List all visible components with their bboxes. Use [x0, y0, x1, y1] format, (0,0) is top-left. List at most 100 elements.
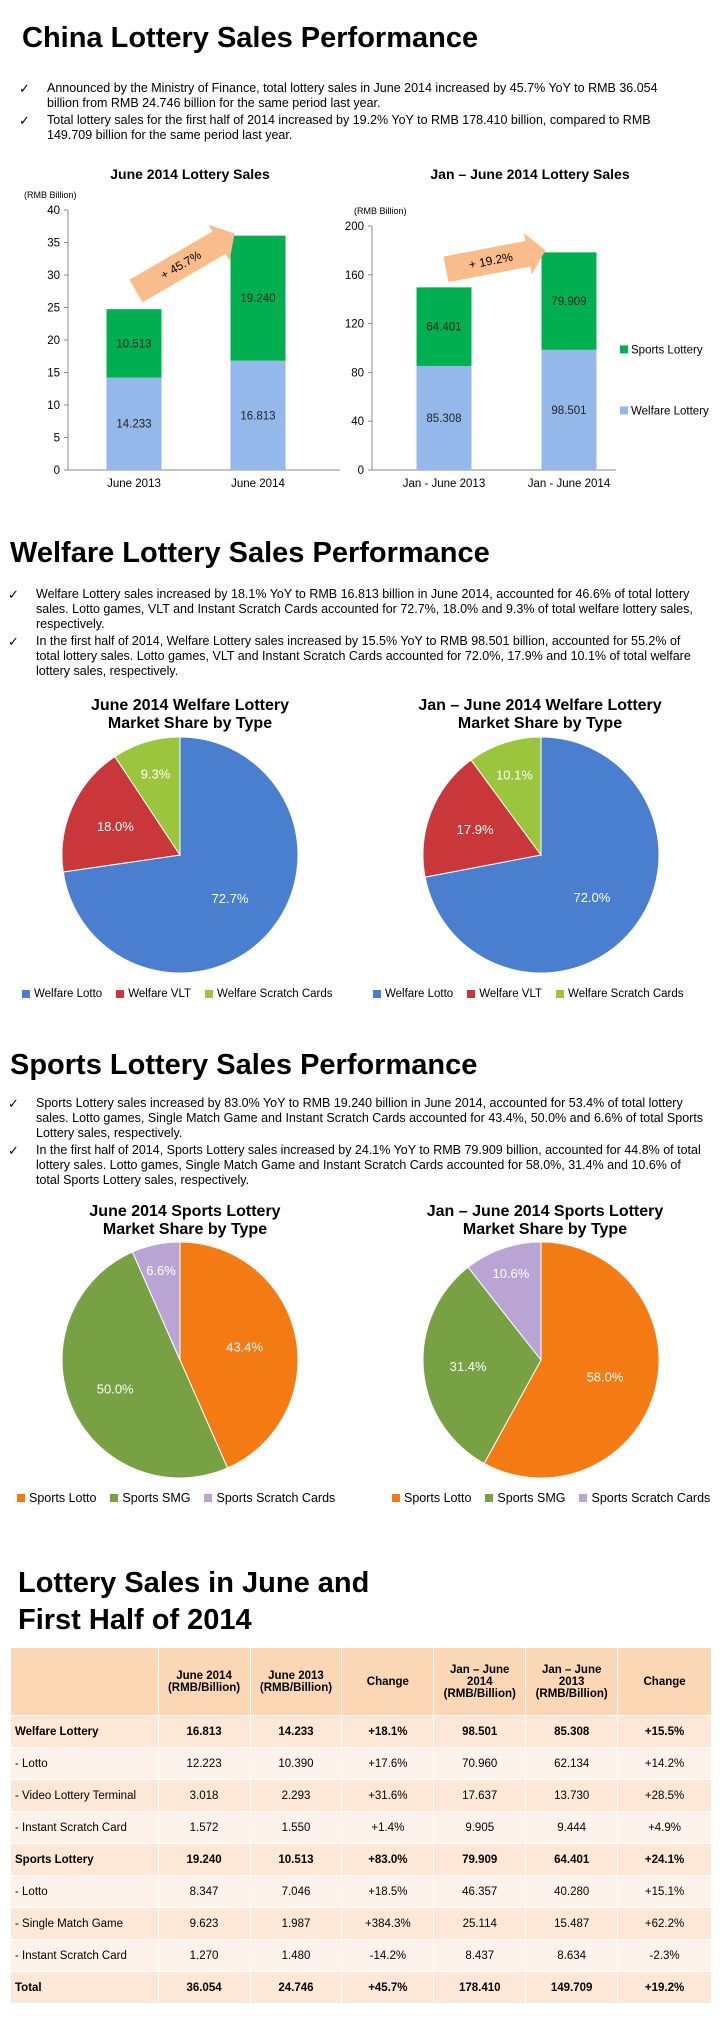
- section1-bullets: ✓ Announced by the Ministry of Finance, t…: [17, 81, 677, 145]
- y-tick-label: 20: [47, 335, 60, 347]
- y-tick-label: 80: [351, 367, 364, 379]
- table-cell: +31.6%: [341, 1779, 435, 1812]
- bar-value-label: 98.501: [551, 405, 586, 417]
- table-row: Total 36.054 24.746 +45.7% 178.410 149.709 +19…: [10, 1971, 712, 2004]
- checkmark-icon: ✓: [19, 113, 30, 128]
- table-cell: 8.437: [433, 1939, 527, 1972]
- table-cell: 15.487: [525, 1907, 619, 1940]
- pie-slice-label: 10.6%: [492, 1266, 529, 1281]
- table-cell: 14.233: [249, 1715, 343, 1748]
- table-row: - Lotto 12.223 10.390 +17.6% 70.960 62.134 +14…: [10, 1747, 712, 1780]
- pie-slice: [467, 1241, 542, 1362]
- section3-title: Sports Lottery Sales Performance: [10, 1049, 478, 1081]
- y-tick-label: 120: [345, 319, 364, 331]
- legend-item: Welfare Scratch Cards: [556, 988, 684, 1000]
- table-cell: +18.5%: [341, 1875, 435, 1908]
- table-cell: 25.114: [433, 1907, 527, 1940]
- table-row-label: - Video Lottery Terminal: [10, 1779, 159, 1812]
- table-cell: 98.501: [433, 1715, 527, 1748]
- table-cell: 178.410: [433, 1971, 527, 2004]
- bar-value-label: 19.240: [240, 293, 275, 305]
- table-cell: +384.3%: [341, 1907, 435, 1940]
- bar-segment: [416, 365, 472, 470]
- table-header-cell: June 2013 (RMB/Billion): [249, 1647, 343, 1716]
- legend-item: Sports SMG: [485, 1491, 565, 1505]
- table-header-cell: Jan – June 2013 (RMB/Billion): [525, 1647, 619, 1716]
- legend-swatch: [110, 1494, 119, 1502]
- table-cell: +45.7%: [341, 1971, 435, 2004]
- table-cell: -14.2%: [341, 1939, 435, 1972]
- table-row-label: - Lotto: [10, 1747, 159, 1780]
- legend-item: Welfare VLT: [116, 988, 191, 1000]
- table-cell: 64.401: [525, 1843, 619, 1876]
- pie-chart-welfare-june: 72.7% 18.0% 9.3%: [61, 736, 299, 974]
- table-cell: 40.280: [525, 1875, 619, 1908]
- x-tick-label: Jan - June 2014: [528, 478, 611, 490]
- bullet-item: ✓ Total lottery sales for the first half …: [19, 113, 651, 142]
- legend-item: Sports Lotto: [392, 1491, 471, 1505]
- legend-swatch: [467, 990, 476, 998]
- table-cell: 46.357: [433, 1875, 527, 1908]
- pie-slice: [422, 759, 542, 878]
- legend-swatch: [205, 990, 214, 998]
- pie-chart-4-legend: Sports Lotto Sports SMG Sports Scratch C…: [392, 1491, 710, 1505]
- table-cell: 7.046: [249, 1875, 343, 1908]
- y-axis-title: (RMB Billion): [24, 190, 77, 200]
- pie-slice-label: 10.1%: [496, 767, 533, 782]
- table-cell: +18.1%: [341, 1715, 435, 1748]
- pie-slice-label: 6.6%: [146, 1263, 176, 1278]
- table-row-label: Welfare Lottery: [10, 1715, 159, 1748]
- table-cell: 62.134: [525, 1747, 619, 1780]
- legend-item: Sports SMG: [110, 1491, 190, 1505]
- table-header-cell: Change: [341, 1647, 435, 1716]
- x-tick-label: June 2013: [107, 478, 161, 490]
- bar-segment: [106, 377, 162, 470]
- bar-segment: [106, 309, 162, 378]
- pie-chart-sports-h1: 58.0% 31.4% 10.6%: [422, 1241, 660, 1479]
- y-tick-label: 15: [47, 368, 60, 380]
- legend-item: Welfare Scratch Cards: [205, 988, 333, 1000]
- legend-swatch: [579, 1494, 588, 1502]
- table-cell: 79.909: [433, 1843, 527, 1876]
- table-cell: 10.390: [249, 1747, 343, 1780]
- table-row: Sports Lottery 19.240 10.513 +83.0% 79.909 64…: [10, 1843, 712, 1876]
- checkmark-icon: ✓: [8, 1143, 19, 1158]
- legend-swatch: [116, 990, 125, 998]
- table-cell: +1.4%: [341, 1811, 435, 1844]
- y-tick-label: 160: [345, 270, 364, 282]
- bar-value-label: 16.813: [240, 410, 275, 422]
- pie-chart-1-legend: Welfare Lotto Welfare VLT Welfare Scratc…: [22, 988, 333, 1000]
- table-cell: 17.637: [433, 1779, 527, 1812]
- bullet-item: ✓ In the first half of 2014, Welfare Lott…: [8, 634, 691, 678]
- table-cell: 10.513: [249, 1843, 343, 1876]
- legend-item: Welfare VLT: [467, 988, 542, 1000]
- growth-arrow: + 19.2%: [443, 233, 546, 283]
- table-cell: +28.5%: [617, 1779, 712, 1812]
- bar-value-label: 14.233: [116, 419, 151, 431]
- legend-item: Sports Scratch Cards: [579, 1491, 710, 1505]
- bullet-item: ✓ Sports Lottery sales increased by 83.0%…: [8, 1096, 704, 1140]
- table-cell: 149.709: [525, 1971, 619, 2004]
- table-row-label: - Single Match Game: [10, 1907, 159, 1940]
- table-cell: +15.5%: [617, 1715, 712, 1748]
- pie-slice: [179, 1241, 299, 1469]
- table-row-label: Total: [10, 1971, 159, 2004]
- table-row-label: - Instant Scratch Card: [10, 1939, 159, 1972]
- legend-item: Sports Lotto: [17, 1491, 96, 1505]
- table-row: Welfare Lottery 16.813 14.233 +18.1% 98.501 8…: [10, 1715, 712, 1748]
- table-row-label: - Instant Scratch Card: [10, 1811, 159, 1844]
- pie-slice-label: 72.0%: [573, 890, 610, 905]
- table-header-cell: Jan – June 2014 (RMB/Billion): [433, 1647, 527, 1716]
- bar-value-label: 79.909: [551, 296, 586, 308]
- pie-chart-sports-june: 43.4% 50.0% 6.6%: [61, 1241, 299, 1479]
- section3-bullets: ✓ Sports Lottery sales increased by 83.0%…: [6, 1096, 706, 1190]
- table-cell: +19.2%: [617, 1971, 712, 2004]
- pie-chart-4-title: Jan – June 2014 Sports Lottery Market Sh…: [426, 1203, 664, 1238]
- table-cell: 1.987: [249, 1907, 343, 1940]
- table-cell: +4.9%: [617, 1811, 712, 1844]
- bar-segment: [416, 287, 472, 366]
- table-row: - Video Lottery Terminal 3.018 2.293 +31.6%…: [10, 1779, 712, 1812]
- y-tick-label: 40: [351, 416, 364, 428]
- checkmark-icon: ✓: [8, 1096, 19, 1111]
- legend-swatch: [620, 406, 628, 415]
